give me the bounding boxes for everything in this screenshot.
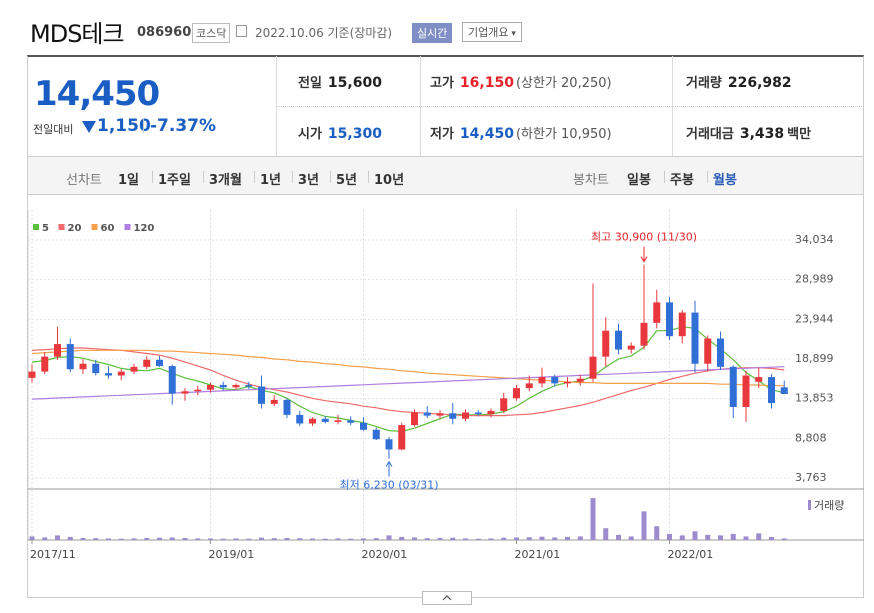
separator [664,171,665,183]
item-label: 고가 [430,76,454,91]
separator [203,171,204,183]
item-value: 14,450 [459,126,514,142]
item-value: 15,300 [327,126,382,142]
quote-item: 거래량 226,982 [686,72,792,91]
quote-item: 시가 15,300 [298,123,382,142]
item-unit: 백만 [787,127,812,142]
separator [368,171,369,183]
candle-period-tab[interactable]: 주봉 [670,173,694,188]
change-label: 전일대비 [33,123,74,136]
item-note: (상한가 20,250) [515,76,612,91]
separator [292,171,293,183]
period-tab[interactable]: 1년 [260,173,282,188]
item-label: 전일 [298,76,322,91]
item-value: 16,150 [459,75,514,91]
candle-chart-label: 봉차트 [573,173,609,188]
quote-date: 2022.10.06 기준(장마감) [255,26,393,40]
collapse-button[interactable] [422,591,472,605]
realtime-button[interactable]: 실시간 [412,23,453,43]
separator [143,119,144,133]
chart-panel [27,195,864,598]
quote-item: 거래대금 3,438 백만 [686,123,811,142]
stock-name: MDS테크 [30,20,125,48]
divider [276,106,864,107]
quote-item: 고가 16,150 (상한가 20,250) [430,72,612,91]
item-label: 거래량 [686,76,722,91]
toolbar [27,157,864,195]
separator [330,171,331,183]
separator [707,171,708,183]
period-tab[interactable]: 3년 [298,173,320,188]
period-tab[interactable]: 5년 [336,173,358,188]
period-tab[interactable]: 3개월 [209,173,242,188]
separator [152,171,153,183]
item-value: 3,438 [739,126,785,142]
item-label: 시가 [298,127,322,142]
item-label: 거래대금 [686,127,734,142]
item-value: 226,982 [727,75,792,91]
item-label: 저가 [430,127,454,142]
line-chart-label: 선차트 [66,173,102,188]
market-badge: 코스닥 [192,23,231,43]
down-arrow [82,121,96,133]
separator [254,171,255,183]
period-tab[interactable]: 1주일 [158,173,191,188]
caret [442,595,452,601]
item-note: (하한가 10,950) [515,127,612,142]
item-value: 15,600 [327,75,382,91]
quote-item: 저가 14,450 (하한가 10,950) [430,123,612,142]
period-tab[interactable]: 10년 [374,173,405,188]
quote-item: 전일 15,600 [298,72,382,91]
candle-period-tab[interactable]: 일봉 [627,173,651,188]
calendar-icon [236,25,247,37]
change: 1,150 [97,116,151,136]
current-price: 14,450 [34,74,160,114]
period-tab[interactable]: 1일 [118,173,140,188]
candle-period-tab[interactable]: 월봉 [713,173,737,188]
company-button[interactable]: 기업개요 [462,22,522,42]
change-rate: -7.37% [150,116,217,136]
stock-code: 086960 [137,25,192,40]
